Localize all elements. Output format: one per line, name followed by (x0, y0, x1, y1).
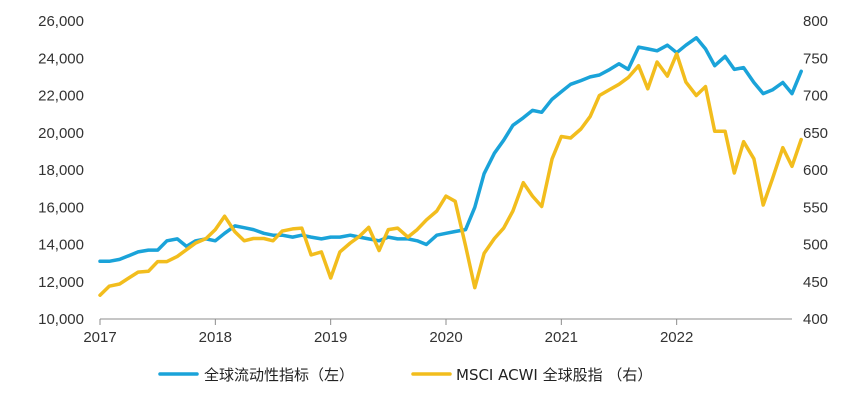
legend-label-liquidity: 全球流动性指标（左） (204, 366, 354, 384)
x-axis-ticks: 2017 2018 2019 2020 2021 2022 (83, 319, 693, 346)
right-y-tick-label: 800 (803, 13, 828, 30)
left-y-tick-label: 16,000 (38, 199, 84, 216)
x-tick-label: 2022 (660, 329, 693, 346)
right-y-axis-ticks: 400 450 500 550 600 650 700 750 800 (803, 13, 828, 328)
right-y-tick-label: 750 (803, 50, 828, 67)
left-y-tick-label: 18,000 (38, 162, 84, 179)
left-y-axis-ticks: 10,000 12,000 14,000 16,000 18,000 20,000 22,0… (38, 13, 84, 328)
right-y-tick-label: 550 (803, 199, 828, 216)
left-y-tick-label: 24,000 (38, 50, 84, 67)
x-tick-label: 2021 (545, 329, 578, 346)
left-y-tick-label: 20,000 (38, 125, 84, 142)
left-y-tick-label: 26,000 (38, 13, 84, 30)
right-y-tick-label: 600 (803, 162, 828, 179)
left-y-tick-label: 14,000 (38, 237, 84, 254)
right-y-tick-label: 450 (803, 274, 828, 291)
left-y-tick-label: 12,000 (38, 274, 84, 291)
series-line-msci-acwi (98, 52, 803, 297)
left-y-tick-label: 10,000 (38, 311, 84, 328)
x-tick-label: 2017 (83, 329, 116, 346)
left-y-tick-label: 22,000 (38, 88, 84, 105)
x-tick-label: 2019 (314, 329, 347, 346)
series-layer (98, 36, 803, 297)
right-y-tick-label: 400 (803, 311, 828, 328)
x-tick-label: 2018 (199, 329, 232, 346)
legend: 全球流动性指标（左） MSCI ACWI 全球股指 （右） (158, 366, 652, 384)
right-y-tick-label: 700 (803, 88, 828, 105)
x-tick-label: 2020 (429, 329, 462, 346)
right-y-tick-label: 650 (803, 125, 828, 142)
right-y-tick-label: 500 (803, 237, 828, 254)
series-line-liquidity (98, 36, 803, 264)
legend-label-msci-acwi: MSCI ACWI 全球股指 （右） (456, 366, 652, 384)
